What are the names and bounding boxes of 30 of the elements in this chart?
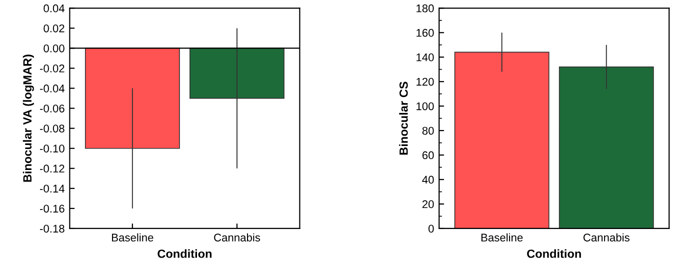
y-tick-label: 0	[428, 224, 434, 233]
y-tick-label: 180	[416, 4, 434, 12]
x-tick-label: Baseline	[481, 233, 523, 242]
y-tick-label: -0.08	[40, 124, 64, 132]
y-tick-label: -0.14	[40, 184, 65, 193]
y-tick-label: -0.10	[40, 144, 64, 152]
y-tick-label: 160	[416, 28, 434, 37]
x-tick-label: Cannabis	[214, 233, 260, 242]
y-tick-label: -0.06	[40, 104, 64, 112]
y-axis-title: Binocular CS	[399, 82, 408, 155]
y-tick-label: 0.02	[44, 24, 64, 32]
y-tick-label: 60	[422, 151, 434, 160]
y-tick-label: -0.18	[40, 224, 64, 233]
y-tick-label: 140	[416, 53, 434, 62]
x-axis-title: Condition	[527, 249, 581, 258]
y-tick-label: 120	[416, 78, 434, 86]
y-tick-label: 0.04	[44, 4, 65, 12]
y-tick-label: 0.00	[44, 44, 64, 52]
x-tick-label: Cannabis	[583, 233, 630, 242]
y-tick-label: -0.16	[40, 204, 64, 213]
y-tick-label: 20	[422, 200, 434, 208]
x-tick-label: Baseline	[112, 233, 154, 242]
y-tick-label: 100	[416, 102, 434, 110]
x-axis-title: Condition	[158, 249, 212, 258]
y-tick-label: -0.02	[40, 64, 64, 72]
y-tick-label: 40	[422, 176, 434, 184]
y-tick-label: 80	[422, 126, 434, 135]
y-tick-label: -0.04	[40, 84, 65, 92]
y-tick-label: -0.12	[40, 164, 64, 173]
y-axis-title: Binocular VA (logMAR)	[22, 54, 34, 182]
